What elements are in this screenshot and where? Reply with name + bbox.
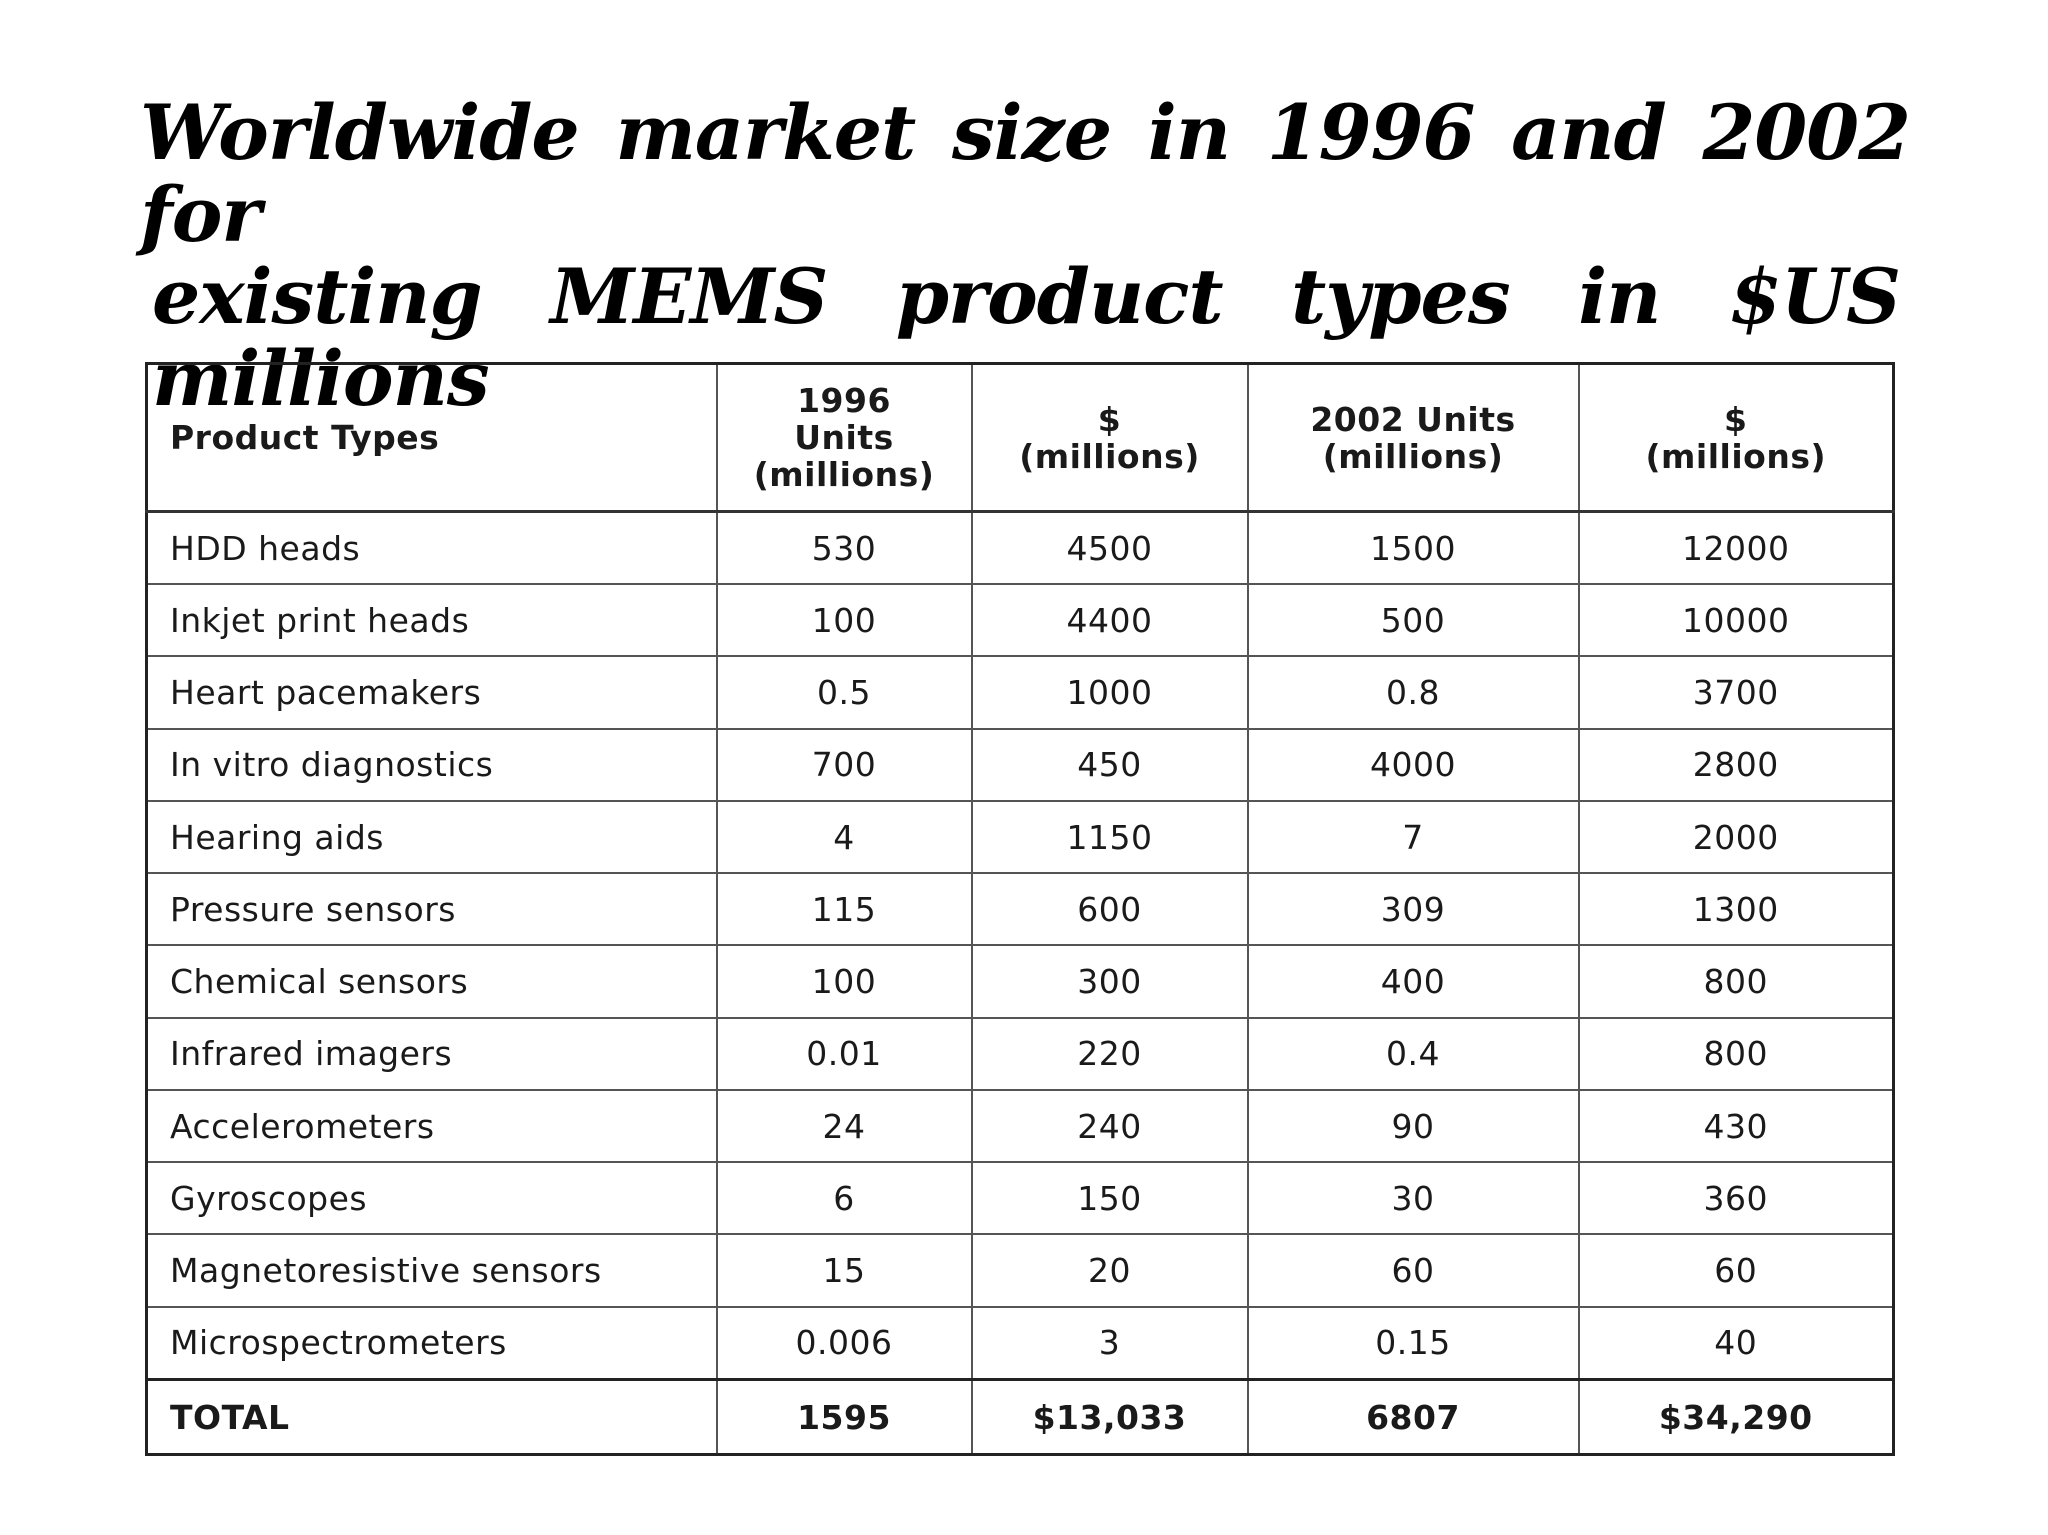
cell-1996-dollars: 20	[970, 1233, 1249, 1308]
cell-1996-dollars: 4500	[970, 510, 1249, 586]
cell-2002-units: 0.8	[1246, 655, 1580, 730]
cell-product-type: In vitro diagnostics	[145, 727, 718, 802]
cell-2002-units: 0.4	[1246, 1016, 1580, 1091]
total-row: TOTAL 1595 $13,033 6807 $34,290	[145, 1378, 1895, 1456]
cell-1996-units: 115	[715, 872, 973, 947]
cell-product-type: Chemical sensors	[145, 944, 718, 1019]
cell-2002-dollars: 430	[1577, 1088, 1895, 1164]
header-1996-dollars: $ (millions)	[970, 362, 1249, 513]
cell-2002-dollars: 1300	[1577, 872, 1895, 947]
table-row: Pressure sensors 115 600 309 1300	[145, 872, 1895, 947]
cell-2002-dollars: 800	[1577, 1016, 1895, 1091]
cell-product-type: Inkjet print heads	[145, 583, 718, 658]
table-row: Infrared imagers 0.01 220 0.4 800	[145, 1016, 1895, 1091]
cell-1996-units: 0.5	[715, 655, 973, 730]
cell-product-type: Hearing aids	[145, 799, 718, 875]
table-row: Hearing aids 4 1150 7 2000	[145, 799, 1895, 875]
cell-2002-units: 309	[1246, 872, 1580, 947]
table-row: Gyroscopes 6 150 30 360	[145, 1161, 1895, 1236]
cell-2002-units: 30	[1246, 1161, 1580, 1236]
cell-1996-units: 24	[715, 1088, 973, 1164]
header-product-types: Product Types	[145, 362, 718, 513]
cell-2002-dollars: 2800	[1577, 727, 1895, 802]
table-row: Magnetoresistive sensors 15 20 60 60	[145, 1233, 1895, 1308]
cell-1996-dollars: 450	[970, 727, 1249, 802]
total-label: TOTAL	[145, 1378, 718, 1456]
cell-product-type: HDD heads	[145, 510, 718, 586]
cell-1996-dollars: 150	[970, 1161, 1249, 1236]
cell-2002-dollars: 60	[1577, 1233, 1895, 1308]
cell-product-type: Pressure sensors	[145, 872, 718, 947]
cell-product-type: Infrared imagers	[145, 1016, 718, 1091]
cell-1996-units: 100	[715, 944, 973, 1019]
total-1996-dollars: $13,033	[970, 1378, 1249, 1456]
total-1996-units: 1595	[715, 1378, 973, 1456]
cell-product-type: Gyroscopes	[145, 1161, 718, 1236]
header-2002-units: 2002 Units (millions)	[1246, 362, 1580, 513]
table-row: In vitro diagnostics 700 450 4000 2800	[145, 727, 1895, 802]
cell-2002-dollars: 40	[1577, 1305, 1895, 1381]
cell-2002-dollars: 2000	[1577, 799, 1895, 875]
cell-1996-dollars: 1000	[970, 655, 1249, 730]
cell-1996-dollars: 600	[970, 872, 1249, 947]
cell-1996-dollars: 1150	[970, 799, 1249, 875]
cell-1996-units: 0.01	[715, 1016, 973, 1091]
header-2002-dollars: $ (millions)	[1577, 362, 1895, 513]
cell-1996-dollars: 240	[970, 1088, 1249, 1164]
cell-1996-units: 0.006	[715, 1305, 973, 1381]
cell-2002-dollars: 10000	[1577, 583, 1895, 658]
cell-2002-units: 90	[1246, 1088, 1580, 1164]
cell-2002-units: 400	[1246, 944, 1580, 1019]
header-1996-units: 1996 Units (millions)	[715, 362, 973, 513]
cell-product-type: Accelerometers	[145, 1088, 718, 1164]
cell-2002-units: 1500	[1246, 510, 1580, 586]
total-2002-dollars: $34,290	[1577, 1378, 1895, 1456]
cell-product-type: Heart pacemakers	[145, 655, 718, 730]
cell-1996-dollars: 220	[970, 1016, 1249, 1091]
cell-1996-dollars: 4400	[970, 583, 1249, 658]
cell-1996-units: 530	[715, 510, 973, 586]
page-title: Worldwide market size in 1996 and 2002 f…	[140, 88, 1911, 420]
cell-2002-dollars: 3700	[1577, 655, 1895, 730]
cell-2002-units: 0.15	[1246, 1305, 1580, 1381]
cell-2002-units: 500	[1246, 583, 1580, 658]
cell-2002-units: 60	[1246, 1233, 1580, 1308]
table-row: Accelerometers 24 240 90 430	[145, 1088, 1895, 1164]
table-header-row: Product Types 1996 Units (millions) $ (mill…	[145, 362, 1895, 513]
cell-1996-units: 700	[715, 727, 973, 802]
table-row: HDD heads 530 4500 1500 12000	[145, 510, 1895, 586]
cell-1996-units: 100	[715, 583, 973, 658]
table-row: Inkjet print heads 100 4400 500 10000	[145, 583, 1895, 658]
cell-product-type: Magnetoresistive sensors	[145, 1233, 718, 1308]
cell-1996-units: 15	[715, 1233, 973, 1308]
cell-2002-units: 4000	[1246, 727, 1580, 802]
cell-1996-dollars: 300	[970, 944, 1249, 1019]
total-2002-units: 6807	[1246, 1378, 1580, 1456]
cell-2002-dollars: 12000	[1577, 510, 1895, 586]
cell-1996-units: 4	[715, 799, 973, 875]
title-line-1: Worldwide market size in 1996 and 2002 f…	[140, 88, 1911, 259]
cell-2002-units: 7	[1246, 799, 1580, 875]
cell-1996-units: 6	[715, 1161, 973, 1236]
cell-2002-dollars: 360	[1577, 1161, 1895, 1236]
cell-2002-dollars: 800	[1577, 944, 1895, 1019]
cell-1996-dollars: 3	[970, 1305, 1249, 1381]
table-row: Microspectrometers 0.006 3 0.15 40	[145, 1305, 1895, 1381]
table-row: Heart pacemakers 0.5 1000 0.8 3700	[145, 655, 1895, 730]
table-row: Chemical sensors 100 300 400 800	[145, 944, 1895, 1019]
mems-market-table: Product Types 1996 Units (millions) $ (mill…	[145, 362, 1895, 1456]
cell-product-type: Microspectrometers	[145, 1305, 718, 1381]
